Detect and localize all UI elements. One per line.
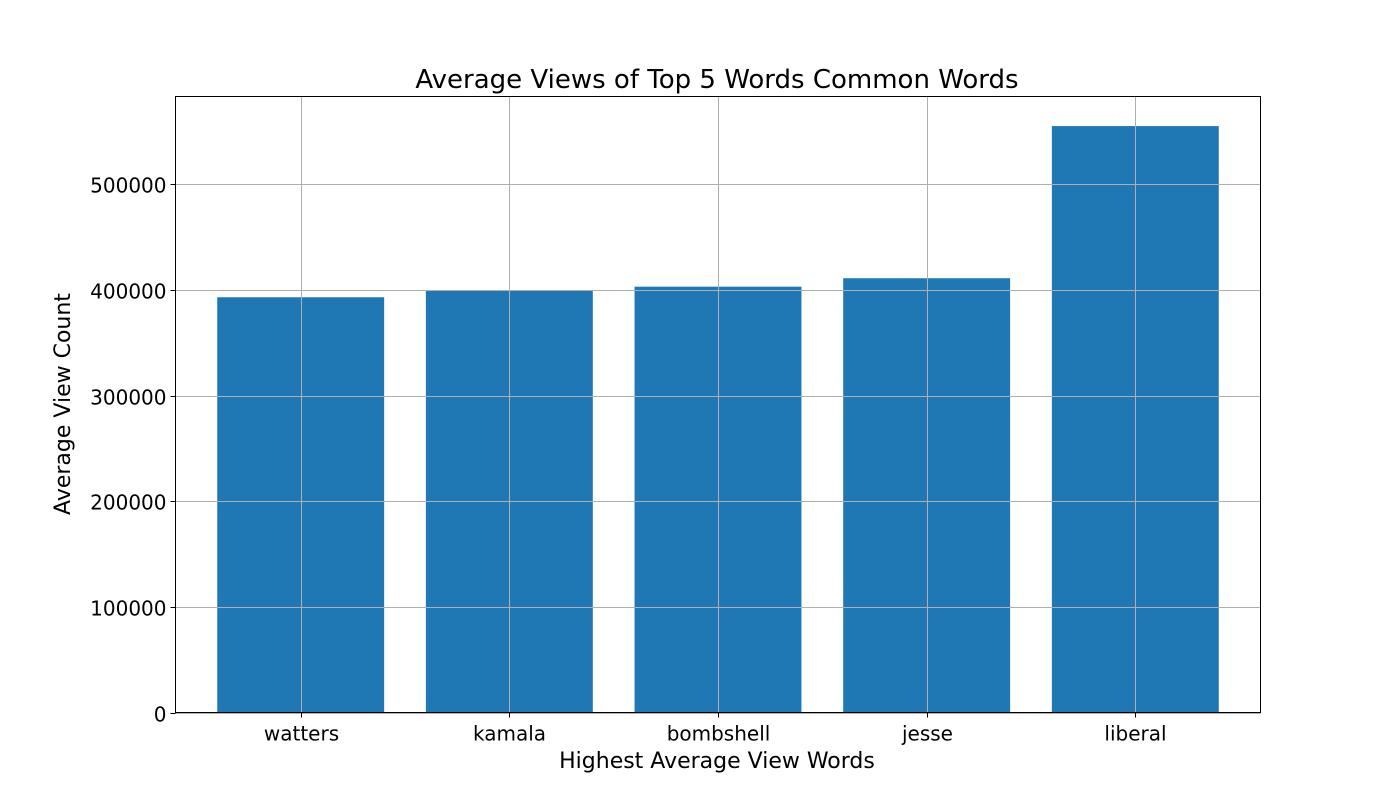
chart-title: Average Views of Top 5 Words Common Word… [415,65,1018,95]
x-tick-label: jesse [901,722,953,746]
y-tick-label: 300000 [90,386,166,410]
y-axis-label: Average View Count [51,293,76,515]
x-tick-label: bombshell [667,722,771,746]
bar-watters [217,297,385,713]
x-tick-label: liberal [1104,722,1166,746]
x-axis-label: Highest Average View Words [559,749,875,774]
grid-lines-over [175,96,1261,714]
y-tick-label: 0 [154,703,167,727]
y-tick-label: 200000 [90,491,166,515]
x-tick-label: kamala [473,722,546,746]
tick-labels: 0 100000 200000 300000 400000 500000 watters ka… [90,174,1166,746]
y-tick-label: 400000 [90,280,166,304]
y-tick-label: 100000 [90,597,166,621]
x-tick-label: watters [264,722,339,746]
y-tick-label: 500000 [90,174,166,198]
bar-jesse [843,278,1011,713]
axes [170,96,1261,718]
